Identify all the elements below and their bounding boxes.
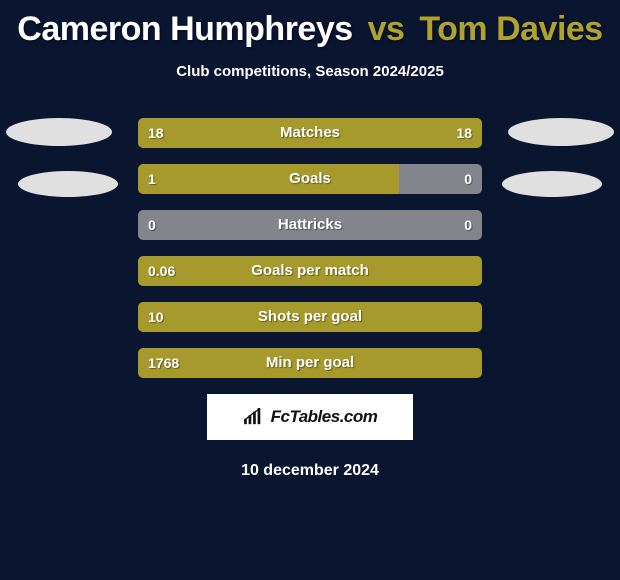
player1-shadow bbox=[18, 171, 118, 197]
player1-avatar-placeholder bbox=[6, 118, 112, 146]
stat-row: Goals1 0 bbox=[138, 164, 482, 194]
source-text: FcTables.com bbox=[271, 407, 378, 427]
stat-value-left: 1 bbox=[148, 164, 156, 194]
stat-value-left: 10 bbox=[148, 302, 164, 332]
stat-label: Goals bbox=[138, 164, 482, 194]
stat-value-left: 0.06 bbox=[148, 256, 175, 286]
player1-name: Cameron Humphreys bbox=[17, 10, 352, 48]
player2-avatar-placeholder bbox=[508, 118, 614, 146]
stat-value-left: 18 bbox=[148, 118, 164, 148]
stat-value-right: 18 bbox=[456, 118, 472, 148]
stat-label: Min per goal bbox=[138, 348, 482, 378]
stat-label: Goals per match bbox=[138, 256, 482, 286]
stat-label: Shots per goal bbox=[138, 302, 482, 332]
stat-row: Goals per match0.06 bbox=[138, 256, 482, 286]
stat-value-right: 0 bbox=[464, 164, 472, 194]
stat-rows: Matches1818Goals10Hattricks00Goals per m… bbox=[138, 118, 482, 378]
compare-area: Matches1818Goals10Hattricks00Goals per m… bbox=[0, 118, 620, 378]
date-label: 10 december 2024 bbox=[0, 462, 620, 480]
vs-label: vs bbox=[368, 10, 405, 48]
stat-value-right: 0 bbox=[464, 210, 472, 240]
stat-row: Hattricks0 0 bbox=[138, 210, 482, 240]
page-title: Cameron Humphreys vs Tom Davies bbox=[0, 0, 620, 49]
player2-name: Tom Davies bbox=[419, 10, 602, 48]
player2-shadow bbox=[502, 171, 602, 197]
stat-row: Matches18 18 bbox=[138, 118, 482, 148]
stat-label: Hattricks bbox=[138, 210, 482, 240]
stat-value-left: 1768 bbox=[148, 348, 179, 378]
source-badge: FcTables.com bbox=[207, 394, 413, 440]
stat-row: Shots per goal10 bbox=[138, 302, 482, 332]
subtitle: Club competitions, Season 2024/2025 bbox=[0, 63, 620, 80]
stat-value-left: 0 bbox=[148, 210, 156, 240]
stat-label: Matches bbox=[138, 118, 482, 148]
chart-icon bbox=[243, 408, 265, 426]
stat-row: Min per goal1768 bbox=[138, 348, 482, 378]
